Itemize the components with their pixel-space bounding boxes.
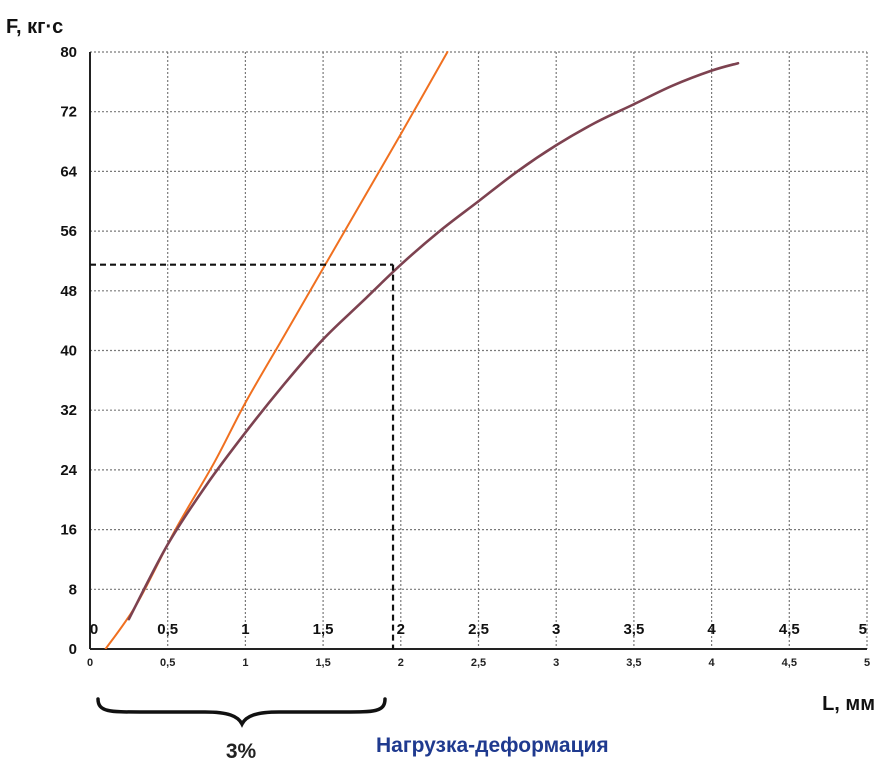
y-tick-label: 16 <box>60 522 77 539</box>
y-tick-label: 0 <box>69 641 77 658</box>
x-tick-label: 1,5 <box>313 621 334 638</box>
x-tick-label-secondary: 2 <box>398 657 404 669</box>
x-tick-label-secondary: 0 <box>87 657 93 669</box>
y-tick-label: 64 <box>60 163 77 180</box>
y-axis-title: F, кг·с <box>6 16 63 38</box>
x-tick-label-secondary: 1 <box>242 657 248 669</box>
x-tick-label-secondary: 0,5 <box>160 657 175 669</box>
x-tick-label: 4 <box>707 621 716 638</box>
x-tick-label-secondary: 1,5 <box>315 657 330 669</box>
x-tick-label-secondary: 4,5 <box>782 657 797 669</box>
x-tick-label-secondary: 2,5 <box>471 657 486 669</box>
y-tick-label: 48 <box>60 283 77 300</box>
y-tick-label: 80 <box>60 44 77 61</box>
y-tick-label: 32 <box>60 402 77 419</box>
x-tick-label: 2 <box>397 621 405 638</box>
y-tick-label: 8 <box>69 581 77 598</box>
x-tick-label-secondary: 4 <box>709 657 716 669</box>
x-tick-label: 0 <box>90 621 98 638</box>
x-tick-label-secondary: 3,5 <box>626 657 641 669</box>
annotation-percent: 3% <box>226 740 257 762</box>
chart-title: Нагрузка-деформация <box>376 734 609 757</box>
x-tick-label-secondary: 3 <box>553 657 559 669</box>
y-tick-label: 40 <box>60 343 77 360</box>
x-tick-label: 4,5 <box>779 621 800 638</box>
x-tick-label: 2,5 <box>468 621 489 638</box>
grid-layer <box>90 51 868 649</box>
guide-layer <box>90 263 395 649</box>
series-line-2 <box>127 61 740 621</box>
x-tick-label-secondary: 5 <box>864 657 870 669</box>
y-tick-label: 24 <box>60 462 77 479</box>
series-layer <box>104 51 740 649</box>
axis-layer <box>89 52 867 650</box>
x-tick-label: 5 <box>859 621 867 638</box>
x-tick-label: 1 <box>241 621 249 638</box>
x-tick-label: 3 <box>552 621 560 638</box>
y-tick-label: 56 <box>60 223 77 240</box>
annotation-brace <box>96 697 387 728</box>
y-tick-label: 72 <box>60 104 77 121</box>
x-tick-label: 0,5 <box>157 621 178 638</box>
x-tick-label: 3,5 <box>623 621 644 638</box>
x-axis-title: L, мм <box>822 693 875 715</box>
